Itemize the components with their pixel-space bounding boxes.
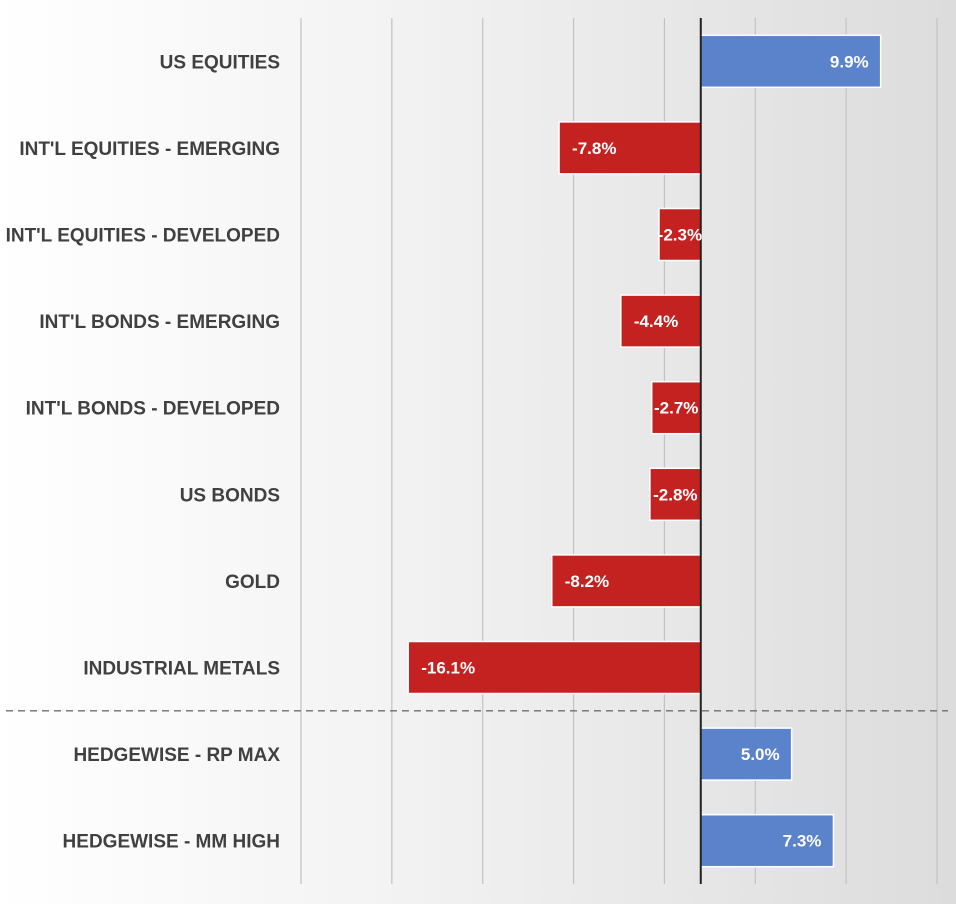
category-label: HEDGEWISE - RP MAX — [73, 745, 280, 766]
category-label: US EQUITIES — [160, 52, 280, 73]
data-label: 7.3% — [783, 832, 822, 851]
category-label: INT'L EQUITIES - EMERGING — [19, 139, 280, 160]
bar — [551, 554, 702, 608]
data-label: -8.2% — [565, 572, 609, 591]
bar — [407, 640, 702, 695]
category-labels: US EQUITIES INT'L EQUITIES - EMERGING INT'… — [6, 52, 281, 852]
data-label: -16.1% — [421, 659, 475, 678]
data-label: 9.9% — [830, 52, 869, 71]
category-label: INT'L EQUITIES - DEVELOPED — [6, 226, 280, 247]
category-label: INT'L BONDS - DEVELOPED — [26, 399, 280, 420]
data-label: -2.7% — [654, 399, 698, 418]
data-labels: 9.9% -7.8% -2.3% -4.4% -2.7% -2.8% -8.2% -16.1%… — [421, 52, 868, 850]
category-label: HEDGEWISE - MM HIGH — [63, 832, 280, 853]
category-label: US BONDS — [180, 485, 280, 506]
bar — [650, 380, 702, 435]
data-label: 5.0% — [741, 745, 780, 764]
bar — [658, 207, 702, 262]
bar — [558, 121, 702, 175]
category-label: INDUSTRIAL METALS — [83, 659, 280, 680]
bar — [620, 294, 702, 348]
data-label: -2.8% — [653, 485, 697, 504]
bars — [407, 34, 882, 868]
bar — [700, 34, 882, 89]
data-label: -4.4% — [634, 312, 678, 331]
data-label: -2.3% — [658, 226, 702, 245]
category-label: INT'L BONDS - EMERGING — [39, 312, 280, 333]
bar — [649, 467, 702, 522]
bar — [700, 813, 835, 868]
category-label: GOLD — [225, 572, 280, 593]
data-label: -7.8% — [572, 139, 616, 158]
